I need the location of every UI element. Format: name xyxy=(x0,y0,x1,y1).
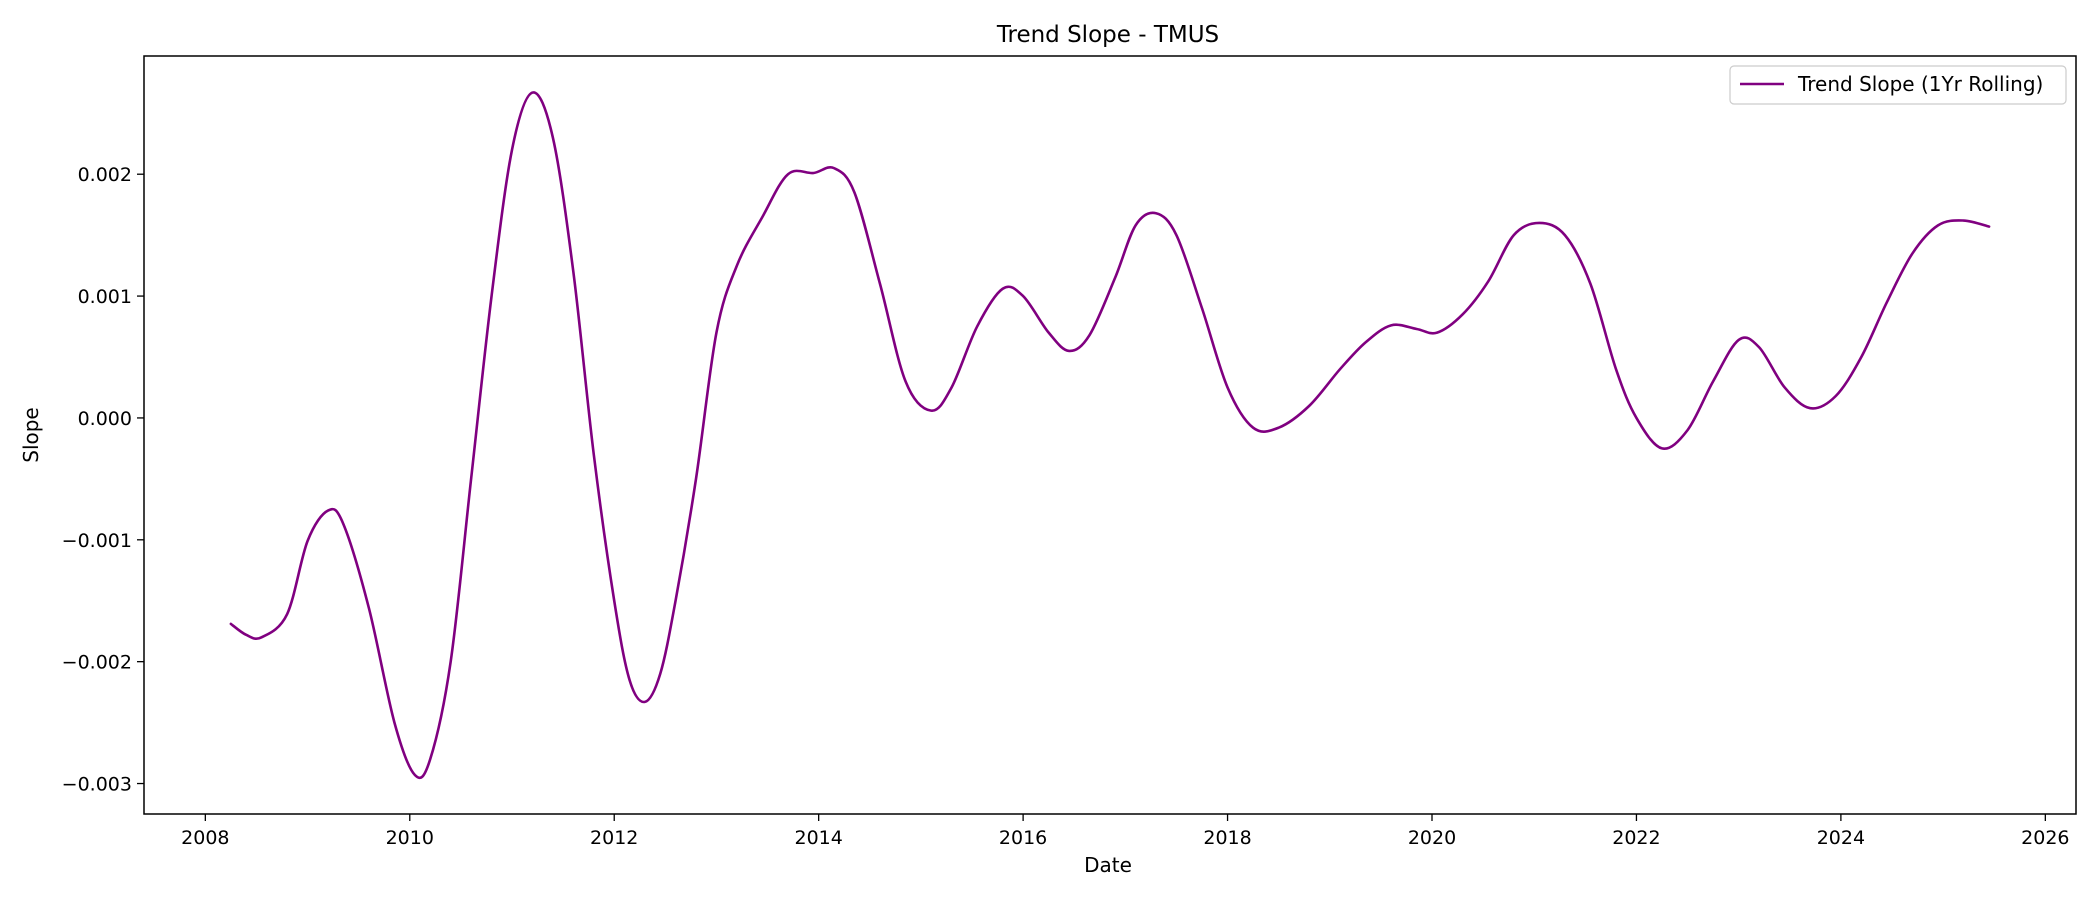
y-axis-ticks: −0.003 −0.002 −0.001 0.000 0.001 0.002 xyxy=(62,164,144,796)
chart-title: Trend Slope - TMUS xyxy=(996,22,1219,48)
x-axis-ticks: 2008 2010 2012 2014 2016 2018 2020 2022 2024 2026 xyxy=(181,814,2070,849)
legend: Trend Slope (1Yr Rolling) xyxy=(1729,65,2067,105)
y-tick-label: 0.000 xyxy=(78,408,132,430)
x-tick-label: 2022 xyxy=(1612,827,1660,849)
x-tick-label: 2016 xyxy=(999,827,1047,849)
legend-label-trend-slope: Trend Slope (1Yr Rolling) xyxy=(1797,72,2043,96)
y-tick-label: 0.002 xyxy=(78,164,132,186)
plot-area-frame xyxy=(143,55,2077,815)
x-tick-label: 2010 xyxy=(386,827,434,849)
y-tick-label: −0.002 xyxy=(62,652,132,674)
y-tick-label: 0.001 xyxy=(78,286,132,308)
legend-box xyxy=(1729,65,2067,105)
series-line-trend-slope xyxy=(229,91,1991,780)
x-tick-label: 2008 xyxy=(181,827,229,849)
x-tick-label: 2018 xyxy=(1203,827,1251,849)
x-tick-label: 2014 xyxy=(794,827,842,849)
x-tick-label: 2024 xyxy=(1817,827,1865,849)
y-tick-label: −0.003 xyxy=(62,774,132,796)
x-tick-label: 2020 xyxy=(1408,827,1456,849)
x-tick-label: 2026 xyxy=(2021,827,2069,849)
x-axis-label: Date xyxy=(1084,853,1132,877)
y-tick-label: −0.001 xyxy=(62,530,132,552)
y-axis-label: Slope xyxy=(19,407,43,463)
series-layer xyxy=(229,91,1991,780)
x-tick-label: 2012 xyxy=(590,827,638,849)
